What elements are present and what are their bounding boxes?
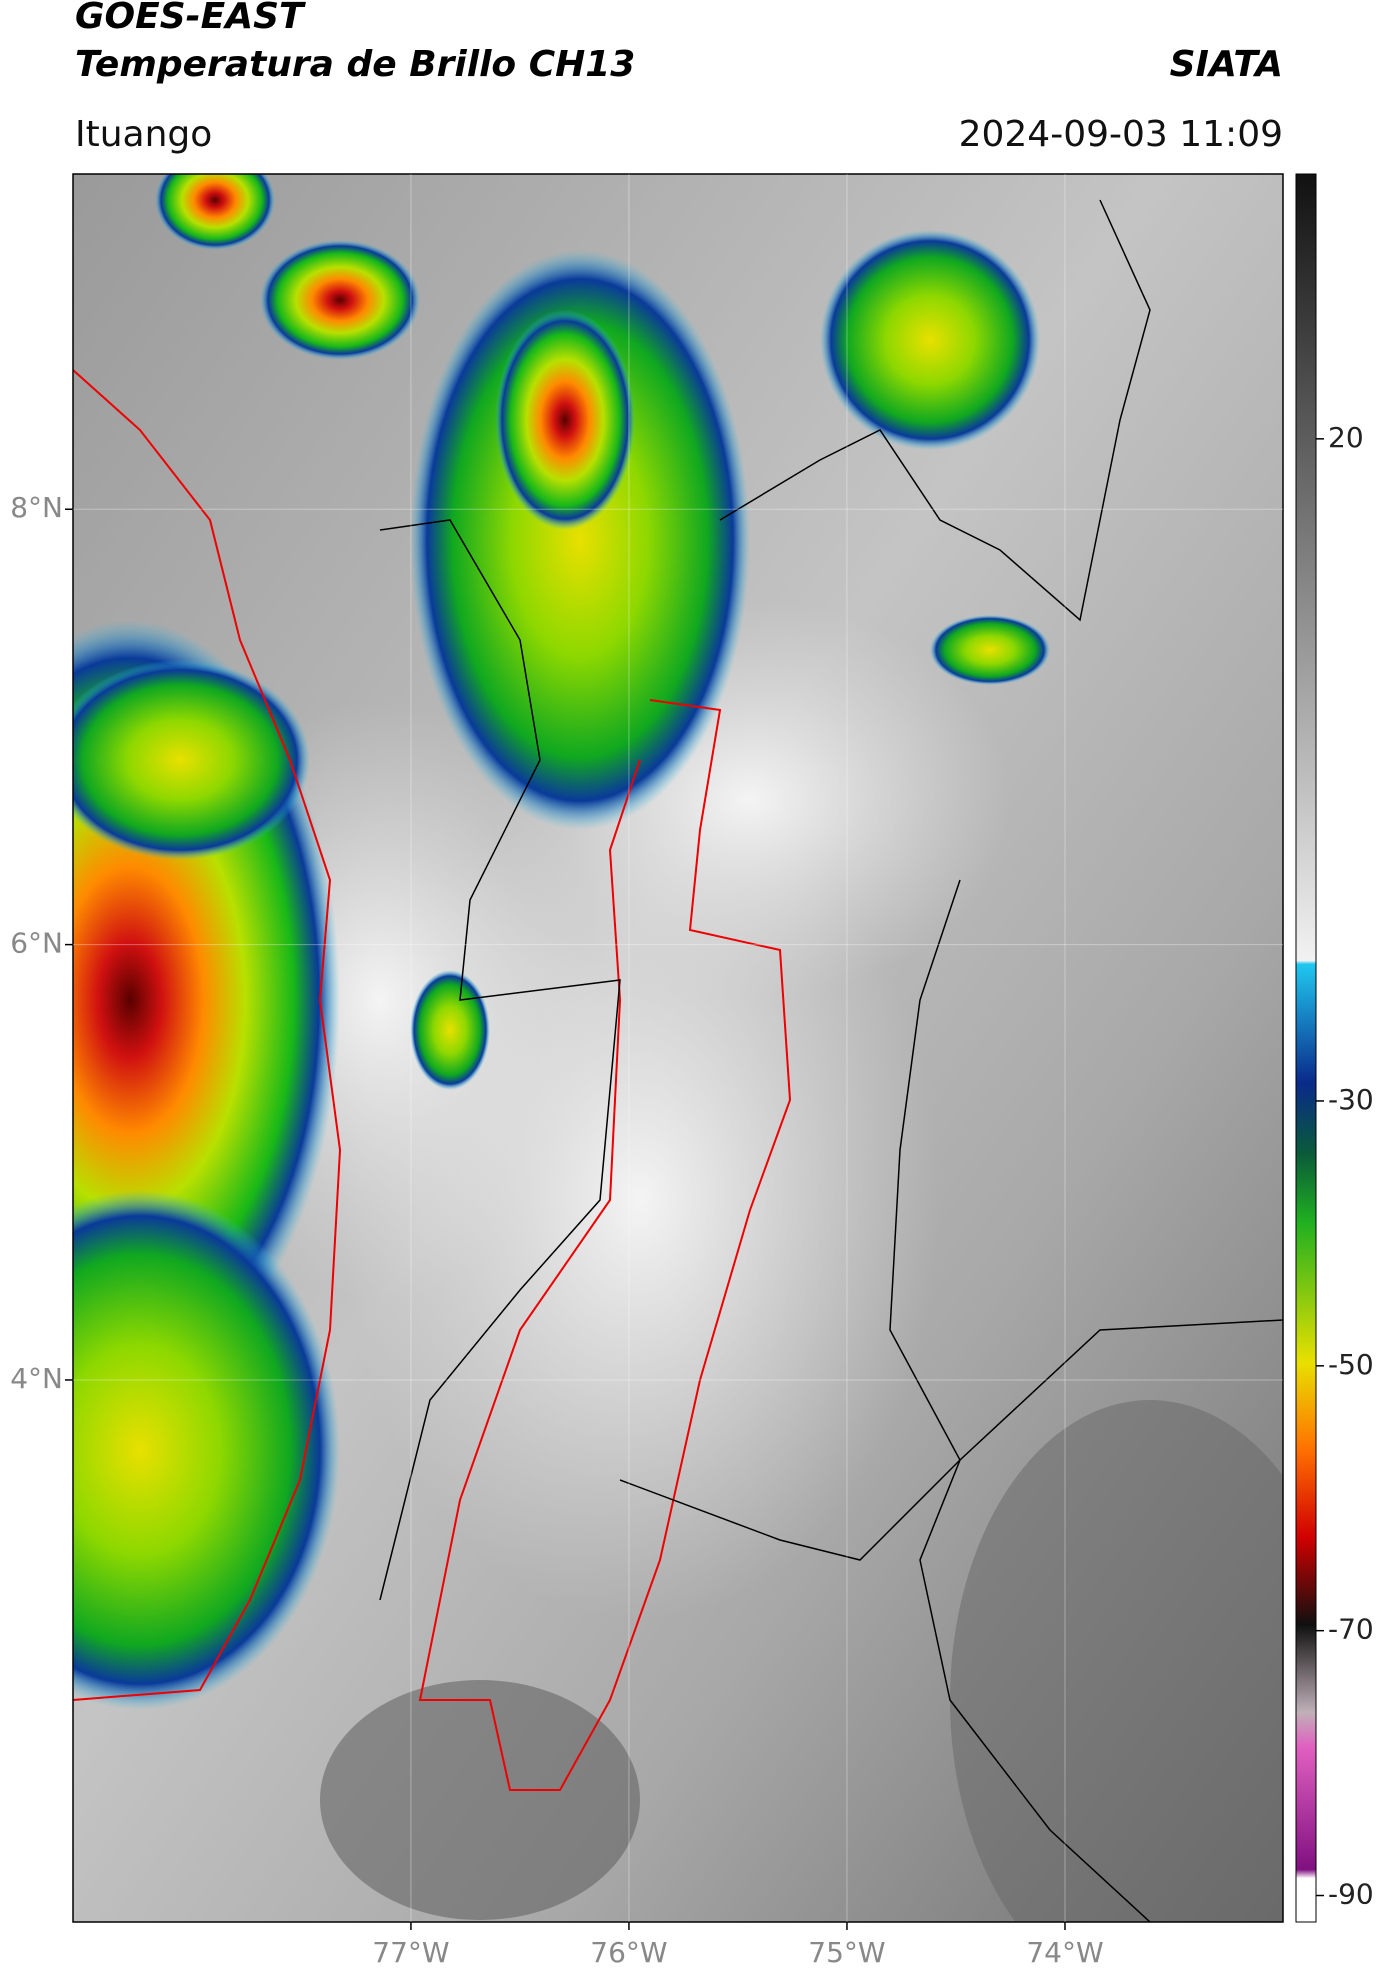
axes: 8°N 6°N 4°N 77°W 76°W 75°W 74°W 20 -30 -50 -70 -90 [10, 174, 1374, 1969]
datetime: 2024-09-03 11:09 [959, 114, 1283, 155]
map-frame [72, 173, 1284, 1923]
colorbar [1295, 173, 1317, 1923]
source: SIATA [1170, 44, 1283, 85]
lat-tick-label: 6°N [10, 927, 63, 960]
lon-tick-label: 75°W [808, 1936, 885, 1969]
lat-tick-label: 4°N [10, 1362, 63, 1395]
location: Ituango [75, 114, 212, 155]
lon-tick-label: 76°W [590, 1936, 667, 1969]
colorbar-tick-label: -50 [1328, 1348, 1374, 1381]
lon-tick-label: 74°W [1026, 1936, 1103, 1969]
colorbar-tick-label: -90 [1328, 1878, 1374, 1911]
lat-tick-label: 8°N [10, 491, 63, 524]
colorbar-tick-label: -70 [1328, 1613, 1374, 1646]
subtitle: Temperatura de Brillo CH13 [75, 44, 635, 85]
colorbar-tick-label: 20 [1328, 421, 1364, 454]
colorbar-tick-label: -30 [1328, 1083, 1374, 1116]
lon-tick-label: 77°W [372, 1936, 449, 1969]
title: GOES-EAST [75, 0, 306, 37]
map-image [73, 174, 1283, 1922]
